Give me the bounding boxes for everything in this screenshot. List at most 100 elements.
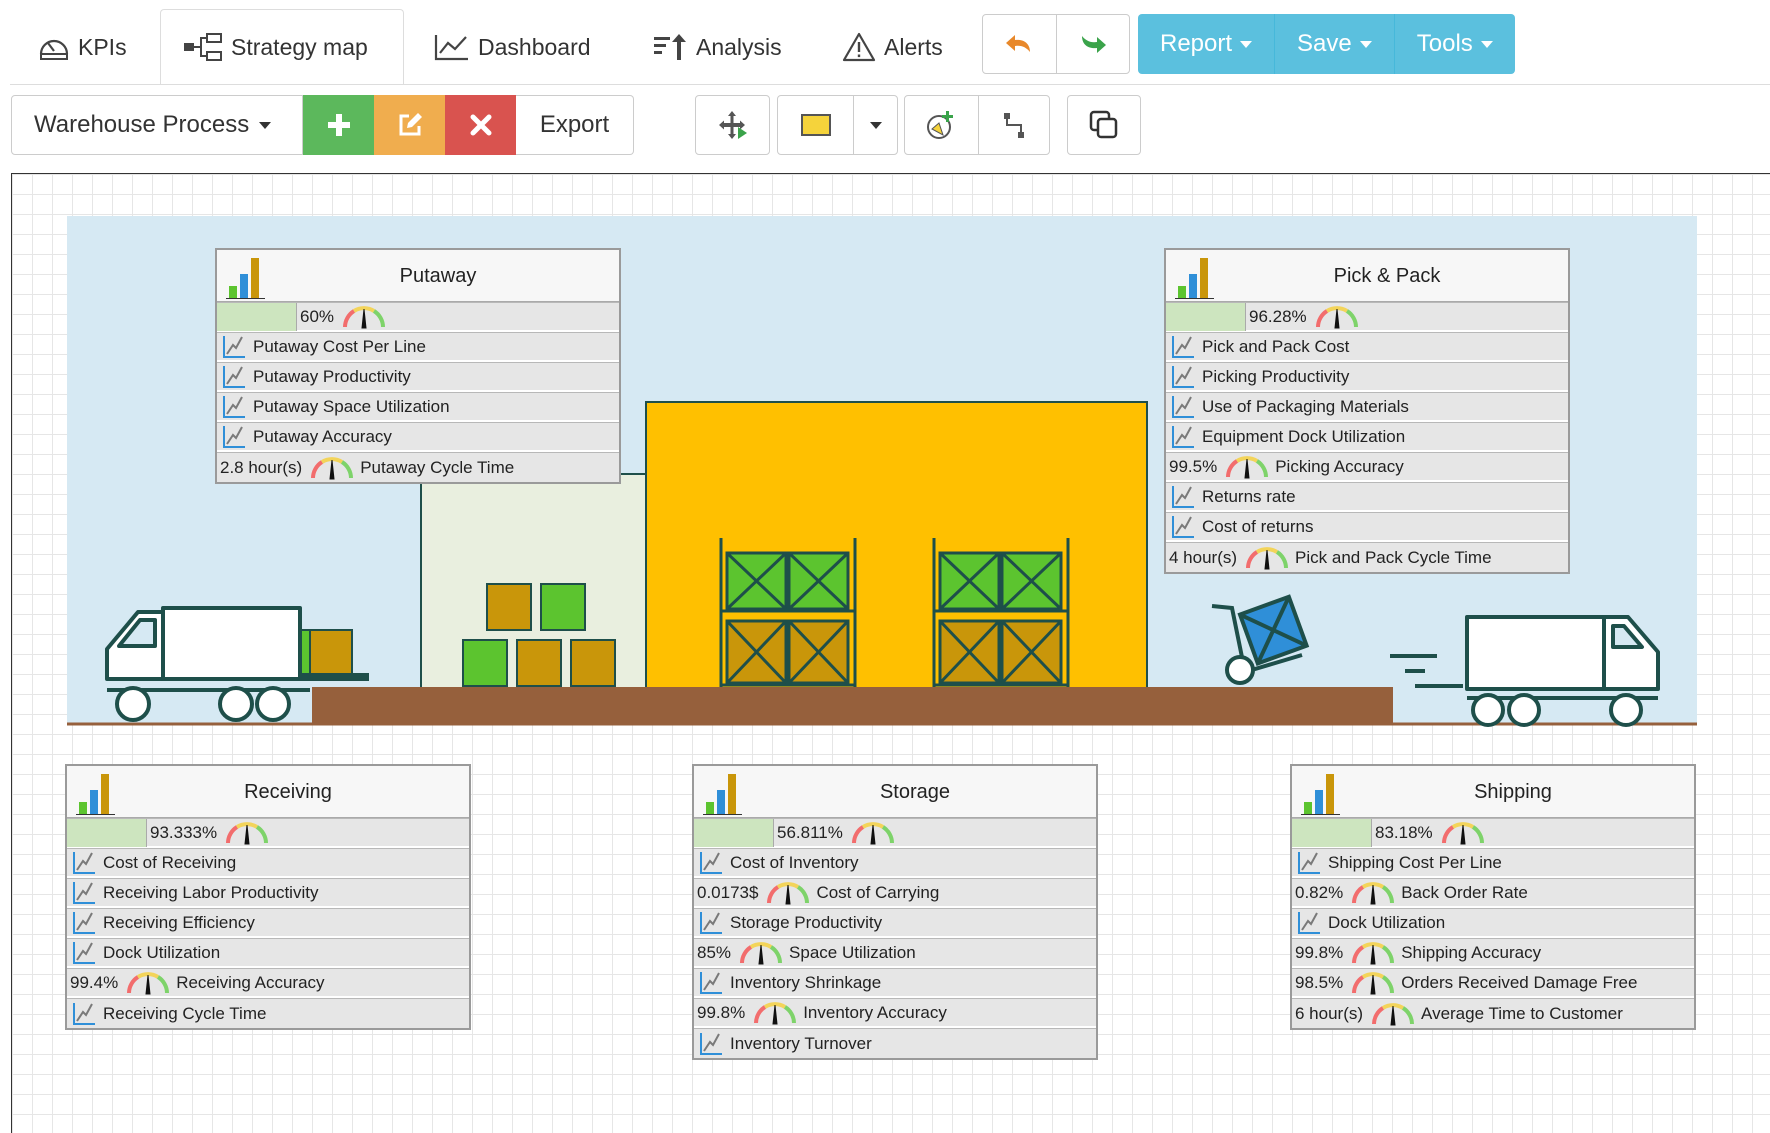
tab-label: Analysis bbox=[696, 33, 782, 60]
trend-chart-icon bbox=[73, 911, 95, 934]
putaway-crates bbox=[297, 583, 616, 687]
tab-dashboard[interactable]: Dashboard bbox=[412, 9, 613, 85]
kpi-name: Pick and Pack Cost bbox=[1202, 336, 1350, 356]
kpi-row[interactable]: Cost of Inventory bbox=[694, 848, 1096, 878]
edit-map-button[interactable] bbox=[374, 95, 445, 155]
kpi-row[interactable]: 98.5% Orders Received Damage Free bbox=[1292, 968, 1694, 998]
undo-button[interactable] bbox=[983, 15, 1056, 73]
duplicate-button[interactable] bbox=[1068, 96, 1140, 154]
tab-alerts[interactable]: Alerts bbox=[820, 9, 965, 85]
gauge-icon bbox=[1246, 546, 1289, 569]
kpi-row[interactable]: 6 hour(s) Average Time to Customer bbox=[1292, 998, 1694, 1028]
kpi-row[interactable]: Pick and Pack Cost bbox=[1166, 332, 1568, 362]
warning-icon bbox=[842, 32, 876, 62]
save-label: Save bbox=[1297, 30, 1352, 57]
kpi-row[interactable]: 0.0173$ Cost of Carrying bbox=[694, 878, 1096, 908]
export-label: Export bbox=[539, 111, 610, 138]
delete-map-button[interactable] bbox=[445, 95, 516, 155]
kpi-row[interactable]: Putaway Cost Per Line bbox=[217, 332, 619, 362]
kpi-name: Back Order Rate bbox=[1401, 882, 1528, 902]
kpi-row[interactable]: Receiving Labor Productivity bbox=[67, 878, 469, 908]
trend-chart-icon bbox=[1172, 365, 1194, 388]
kpi-box-pick-pack[interactable]: Pick & Pack 96.28% Pick and Pack Cost Picki… bbox=[1164, 248, 1570, 574]
kpi-row[interactable]: Putaway Space Utilization bbox=[217, 392, 619, 422]
gauge-icon bbox=[1226, 455, 1269, 478]
kpi-row[interactable]: Use of Packaging Materials bbox=[1166, 392, 1568, 422]
kpi-row[interactable]: 99.8% Shipping Accuracy bbox=[1292, 938, 1694, 968]
kpi-name: Putaway Cycle Time bbox=[360, 457, 515, 477]
add-map-button[interactable] bbox=[303, 95, 374, 155]
kpi-name: Putaway Cost Per Line bbox=[253, 336, 426, 356]
score-value: 56.811% bbox=[777, 822, 843, 842]
tools-menu-button[interactable]: Tools bbox=[1394, 14, 1515, 74]
redo-button[interactable] bbox=[1055, 15, 1130, 73]
score-bar bbox=[1292, 818, 1372, 847]
kpi-row[interactable]: Dock Utilization bbox=[67, 938, 469, 968]
kpi-row[interactable]: Storage Productivity bbox=[694, 908, 1096, 938]
kpi-row[interactable]: Dock Utilization bbox=[1292, 908, 1694, 938]
kpi-row[interactable]: Receiving Cycle Time bbox=[67, 998, 469, 1028]
map-selector-dropdown[interactable]: Warehouse Process bbox=[11, 95, 303, 155]
kpi-name: Cost of Carrying bbox=[816, 882, 940, 902]
kpi-box-putaway[interactable]: Putaway 60% Putaway Cost Per Line Putaway P… bbox=[215, 248, 621, 484]
kpi-row[interactable]: 99.5% Picking Accuracy bbox=[1166, 452, 1568, 482]
tab-kpis[interactable]: KPIs bbox=[16, 9, 149, 85]
gauge-icon bbox=[1352, 881, 1395, 904]
kpi-row[interactable]: 4 hour(s) Pick and Pack Cycle Time bbox=[1166, 542, 1568, 572]
kpi-row[interactable]: Returns rate bbox=[1166, 482, 1568, 512]
shape-tool-box bbox=[777, 95, 898, 155]
score-bar bbox=[67, 818, 147, 847]
storage-rack-1 bbox=[719, 538, 857, 687]
trend-chart-icon bbox=[700, 1032, 722, 1055]
kpi-name: Shipping Accuracy bbox=[1401, 942, 1542, 962]
trend-chart-icon bbox=[700, 911, 722, 934]
kpi-row[interactable]: Putaway Accuracy bbox=[217, 422, 619, 452]
gauge-icon bbox=[311, 456, 354, 479]
strategy-map-canvas[interactable]: Putaway 60% Putaway Cost Per Line Putaway P… bbox=[11, 173, 1770, 1133]
kpi-value: 2.8 hour(s) bbox=[220, 457, 303, 477]
kpi-value: 0.82% bbox=[1295, 882, 1344, 902]
plus-icon bbox=[327, 114, 350, 136]
kpi-name: Inventory Turnover bbox=[730, 1033, 872, 1053]
gauge-icon bbox=[740, 941, 783, 964]
kpi-row[interactable]: 99.8% Inventory Accuracy bbox=[694, 998, 1096, 1028]
kpi-value: 99.8% bbox=[697, 1002, 746, 1022]
tab-label: Dashboard bbox=[478, 33, 591, 60]
move-tool-button[interactable] bbox=[696, 96, 769, 154]
kpi-box-title: Shipping bbox=[1474, 781, 1552, 803]
kpi-row[interactable]: Shipping Cost Per Line bbox=[1292, 848, 1694, 878]
kpi-row[interactable]: Inventory Turnover bbox=[694, 1028, 1096, 1058]
kpi-name: Dock Utilization bbox=[103, 942, 221, 962]
kpi-row[interactable]: 85% Space Utilization bbox=[694, 938, 1096, 968]
loading-dock-platform bbox=[312, 687, 1393, 724]
kpi-row[interactable]: Inventory Shrinkage bbox=[694, 968, 1096, 998]
kpi-row[interactable]: 99.4% Receiving Accuracy bbox=[67, 968, 469, 998]
menu-group: Report Save Tools bbox=[1138, 14, 1515, 74]
tab-analysis[interactable]: Analysis bbox=[630, 9, 804, 85]
kpi-row[interactable]: Receiving Efficiency bbox=[67, 908, 469, 938]
save-menu-button[interactable]: Save bbox=[1275, 14, 1395, 74]
export-button[interactable]: Export bbox=[516, 95, 634, 155]
kpi-box-storage[interactable]: Storage 56.811% Cost of Inventory 0.0173$ Co… bbox=[692, 764, 1098, 1060]
kpi-row[interactable]: Cost of Receiving bbox=[67, 848, 469, 878]
kpi-row[interactable]: Picking Productivity bbox=[1166, 362, 1568, 392]
trend-chart-icon bbox=[1298, 911, 1320, 934]
shape-dropdown-button[interactable] bbox=[853, 96, 897, 154]
report-menu-button[interactable]: Report bbox=[1138, 14, 1276, 74]
shipping-truck-icon bbox=[1390, 615, 1660, 727]
kpi-box-shipping[interactable]: Shipping 83.18% Shipping Cost Per Line 0.82… bbox=[1290, 764, 1696, 1030]
add-node-button[interactable] bbox=[905, 96, 978, 154]
score-row: 83.18% bbox=[1292, 818, 1694, 848]
kpi-row[interactable]: Cost of returns bbox=[1166, 512, 1568, 542]
undo-redo-group bbox=[982, 14, 1130, 74]
connector-tool-button[interactable] bbox=[977, 96, 1050, 154]
kpi-row[interactable]: 0.82% Back Order Rate bbox=[1292, 878, 1694, 908]
node-tool-box bbox=[904, 95, 1050, 155]
kpi-row[interactable]: Putaway Productivity bbox=[217, 362, 619, 392]
kpi-row[interactable]: Equipment Dock Utilization bbox=[1166, 422, 1568, 452]
kpi-box-receiving[interactable]: Receiving 93.333% Cost of Receiving Receivi… bbox=[65, 764, 471, 1030]
shape-tool-button[interactable] bbox=[778, 96, 853, 154]
gauge-icon bbox=[1352, 941, 1395, 964]
kpi-row[interactable]: 2.8 hour(s) Putaway Cycle Time bbox=[217, 452, 619, 482]
tab-strategy-map[interactable]: Strategy map bbox=[160, 9, 404, 85]
